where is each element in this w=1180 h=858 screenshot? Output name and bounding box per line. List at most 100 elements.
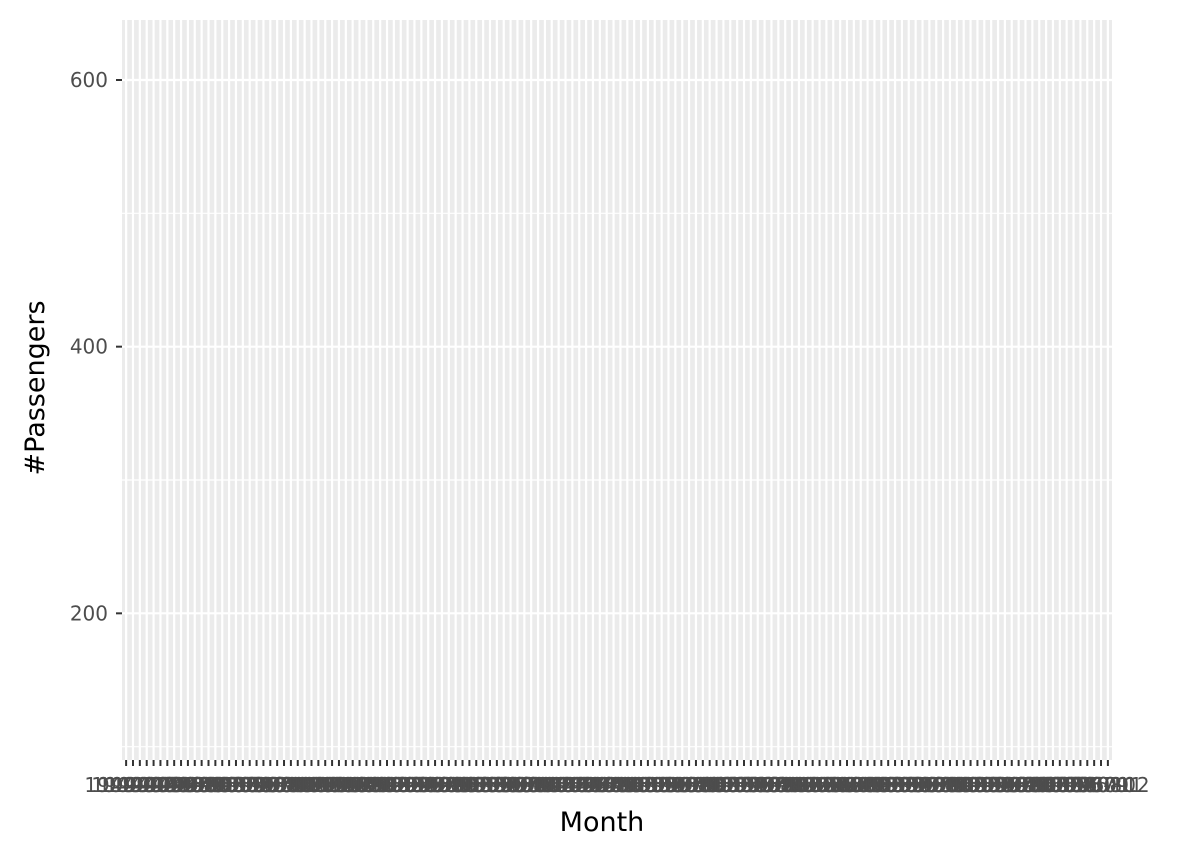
x-tick-label: 1952-07 (373, 773, 457, 797)
x-tick-label: 1959-07 (949, 773, 1033, 797)
x-tick-label: 1953-03 (428, 773, 512, 797)
x-axis-tick-labels: 1949-011949-021949-031949-041949-051949-… (84, 773, 1149, 797)
x-tick-label: 1952-09 (386, 773, 470, 797)
x-tick-label: 1951-08 (297, 773, 381, 797)
x-tick-label: 1954-07 (537, 773, 621, 797)
y-axis-title: #Passengers (20, 300, 51, 475)
x-tick-label: 1949-08 (132, 773, 216, 797)
x-tick-label: 1956-10 (723, 773, 807, 797)
x-tick-label: 1954-01 (496, 773, 580, 797)
x-tick-label: 1956-01 (661, 773, 745, 797)
x-tick-label: 1959-08 (956, 773, 1040, 797)
x-tick-label: 1956-08 (709, 773, 793, 797)
x-tick-label: 1957-04 (764, 773, 848, 797)
x-tick-label: 1952-04 (352, 773, 436, 797)
x-tick-label: 1952-11 (400, 773, 484, 797)
x-tick-label: 1950-01 (167, 773, 251, 797)
x-tick-label: 1949-11 (153, 773, 237, 797)
x-tick-label: 1958-06 (860, 773, 944, 797)
x-tick-label: 1956-09 (716, 773, 800, 797)
x-tick-label: 1953-10 (476, 773, 560, 797)
x-tick-label: 1949-01 (84, 773, 168, 797)
x-tick-label: 1952-02 (338, 773, 422, 797)
x-tick-label: 1951-05 (277, 773, 361, 797)
x-tick-label: 1955-02 (586, 773, 670, 797)
x-tick-label: 1960-01 (991, 773, 1075, 797)
x-tick-label: 1949-05 (112, 773, 196, 797)
y-tick-label: 400 (70, 335, 108, 359)
x-tick-label: 1959-11 (977, 773, 1061, 797)
x-tick-label: 1951-07 (290, 773, 374, 797)
x-tick-label: 1954-11 (565, 773, 649, 797)
x-tick-label: 1949-10 (146, 773, 230, 797)
x-tick-label: 1958-09 (881, 773, 965, 797)
x-tick-label: 1954-04 (517, 773, 601, 797)
x-tick-label: 1950-04 (187, 773, 271, 797)
x-tick-label: 1956-07 (702, 773, 786, 797)
x-tick-label: 1949-07 (126, 773, 210, 797)
x-tick-label: 1950-02 (174, 773, 258, 797)
x-tick-label: 1956-06 (695, 773, 779, 797)
x-tick-label: 1958-02 (833, 773, 917, 797)
x-tick-label: 1957-12 (819, 773, 903, 797)
x-tick-label: 1959-09 (963, 773, 1047, 797)
x-tick-label: 1955-08 (627, 773, 711, 797)
x-tick-label: 1960-04 (1011, 773, 1095, 797)
x-tick-label: 1951-03 (263, 773, 347, 797)
x-tick-label: 1958-10 (888, 773, 972, 797)
x-tick-label: 1958-11 (894, 773, 978, 797)
y-tick-label: 200 (70, 601, 108, 625)
x-tick-label: 1957-06 (778, 773, 862, 797)
x-tick-label: 1954-02 (503, 773, 587, 797)
x-tick-label: 1951-09 (304, 773, 388, 797)
x-tick-label: 1951-11 (318, 773, 402, 797)
x-tick-label: 1956-02 (668, 773, 752, 797)
x-tick-label: 1959-04 (929, 773, 1013, 797)
x-tick-label: 1955-09 (634, 773, 718, 797)
x-tick-label: 1952-10 (393, 773, 477, 797)
x-tick-label: 1955-03 (592, 773, 676, 797)
x-tick-label: 1951-04 (270, 773, 354, 797)
x-tick-label: 1960-05 (1018, 773, 1102, 797)
x-tick-label: 1960-03 (1004, 773, 1088, 797)
x-tick-label: 1955-04 (599, 773, 683, 797)
x-tick-label: 1960-12 (1066, 773, 1150, 797)
y-tick-label: 600 (70, 68, 108, 92)
x-tick-label: 1952-05 (359, 773, 443, 797)
x-tick-label: 1959-06 (943, 773, 1027, 797)
x-tick-label: 1953-01 (414, 773, 498, 797)
x-tick-label: 1956-11 (730, 773, 814, 797)
x-tick-label: 1950-12 (242, 773, 326, 797)
x-tick-label: 1950-10 (229, 773, 313, 797)
x-tick-label: 1957-05 (771, 773, 855, 797)
x-tick-label: 1953-06 (448, 773, 532, 797)
x-tick-label: 1958-05 (853, 773, 937, 797)
x-axis-ticks (125, 760, 1109, 766)
x-tick-label: 1960-08 (1039, 773, 1123, 797)
x-tick-label: 1949-09 (139, 773, 223, 797)
x-tick-label: 1958-01 (826, 773, 910, 797)
x-tick-label: 1954-12 (572, 773, 656, 797)
x-tick-label: 1957-07 (785, 773, 869, 797)
major-gridlines (122, 20, 1112, 760)
x-tick-label: 1950-08 (215, 773, 299, 797)
x-tick-label: 1959-03 (922, 773, 1006, 797)
x-tick-label: 1951-12 (325, 773, 409, 797)
x-tick-label: 1953-11 (483, 773, 567, 797)
x-tick-label: 1960-07 (1032, 773, 1116, 797)
x-tick-label: 1954-05 (524, 773, 608, 797)
x-tick-label: 1953-04 (434, 773, 518, 797)
x-tick-label: 1957-11 (812, 773, 896, 797)
x-tick-label: 1953-02 (421, 773, 505, 797)
y-axis-ticks (116, 79, 122, 615)
x-tick-label: 1954-08 (544, 773, 628, 797)
x-tick-label: 1953-09 (469, 773, 553, 797)
x-tick-label: 1957-02 (750, 773, 834, 797)
x-tick-label: 1950-03 (180, 773, 264, 797)
x-tick-label: 1955-01 (579, 773, 663, 797)
x-tick-label: 1950-06 (201, 773, 285, 797)
x-tick-label: 1952-12 (407, 773, 491, 797)
x-tick-label: 1953-08 (462, 773, 546, 797)
x-tick-label: 1955-06 (613, 773, 697, 797)
